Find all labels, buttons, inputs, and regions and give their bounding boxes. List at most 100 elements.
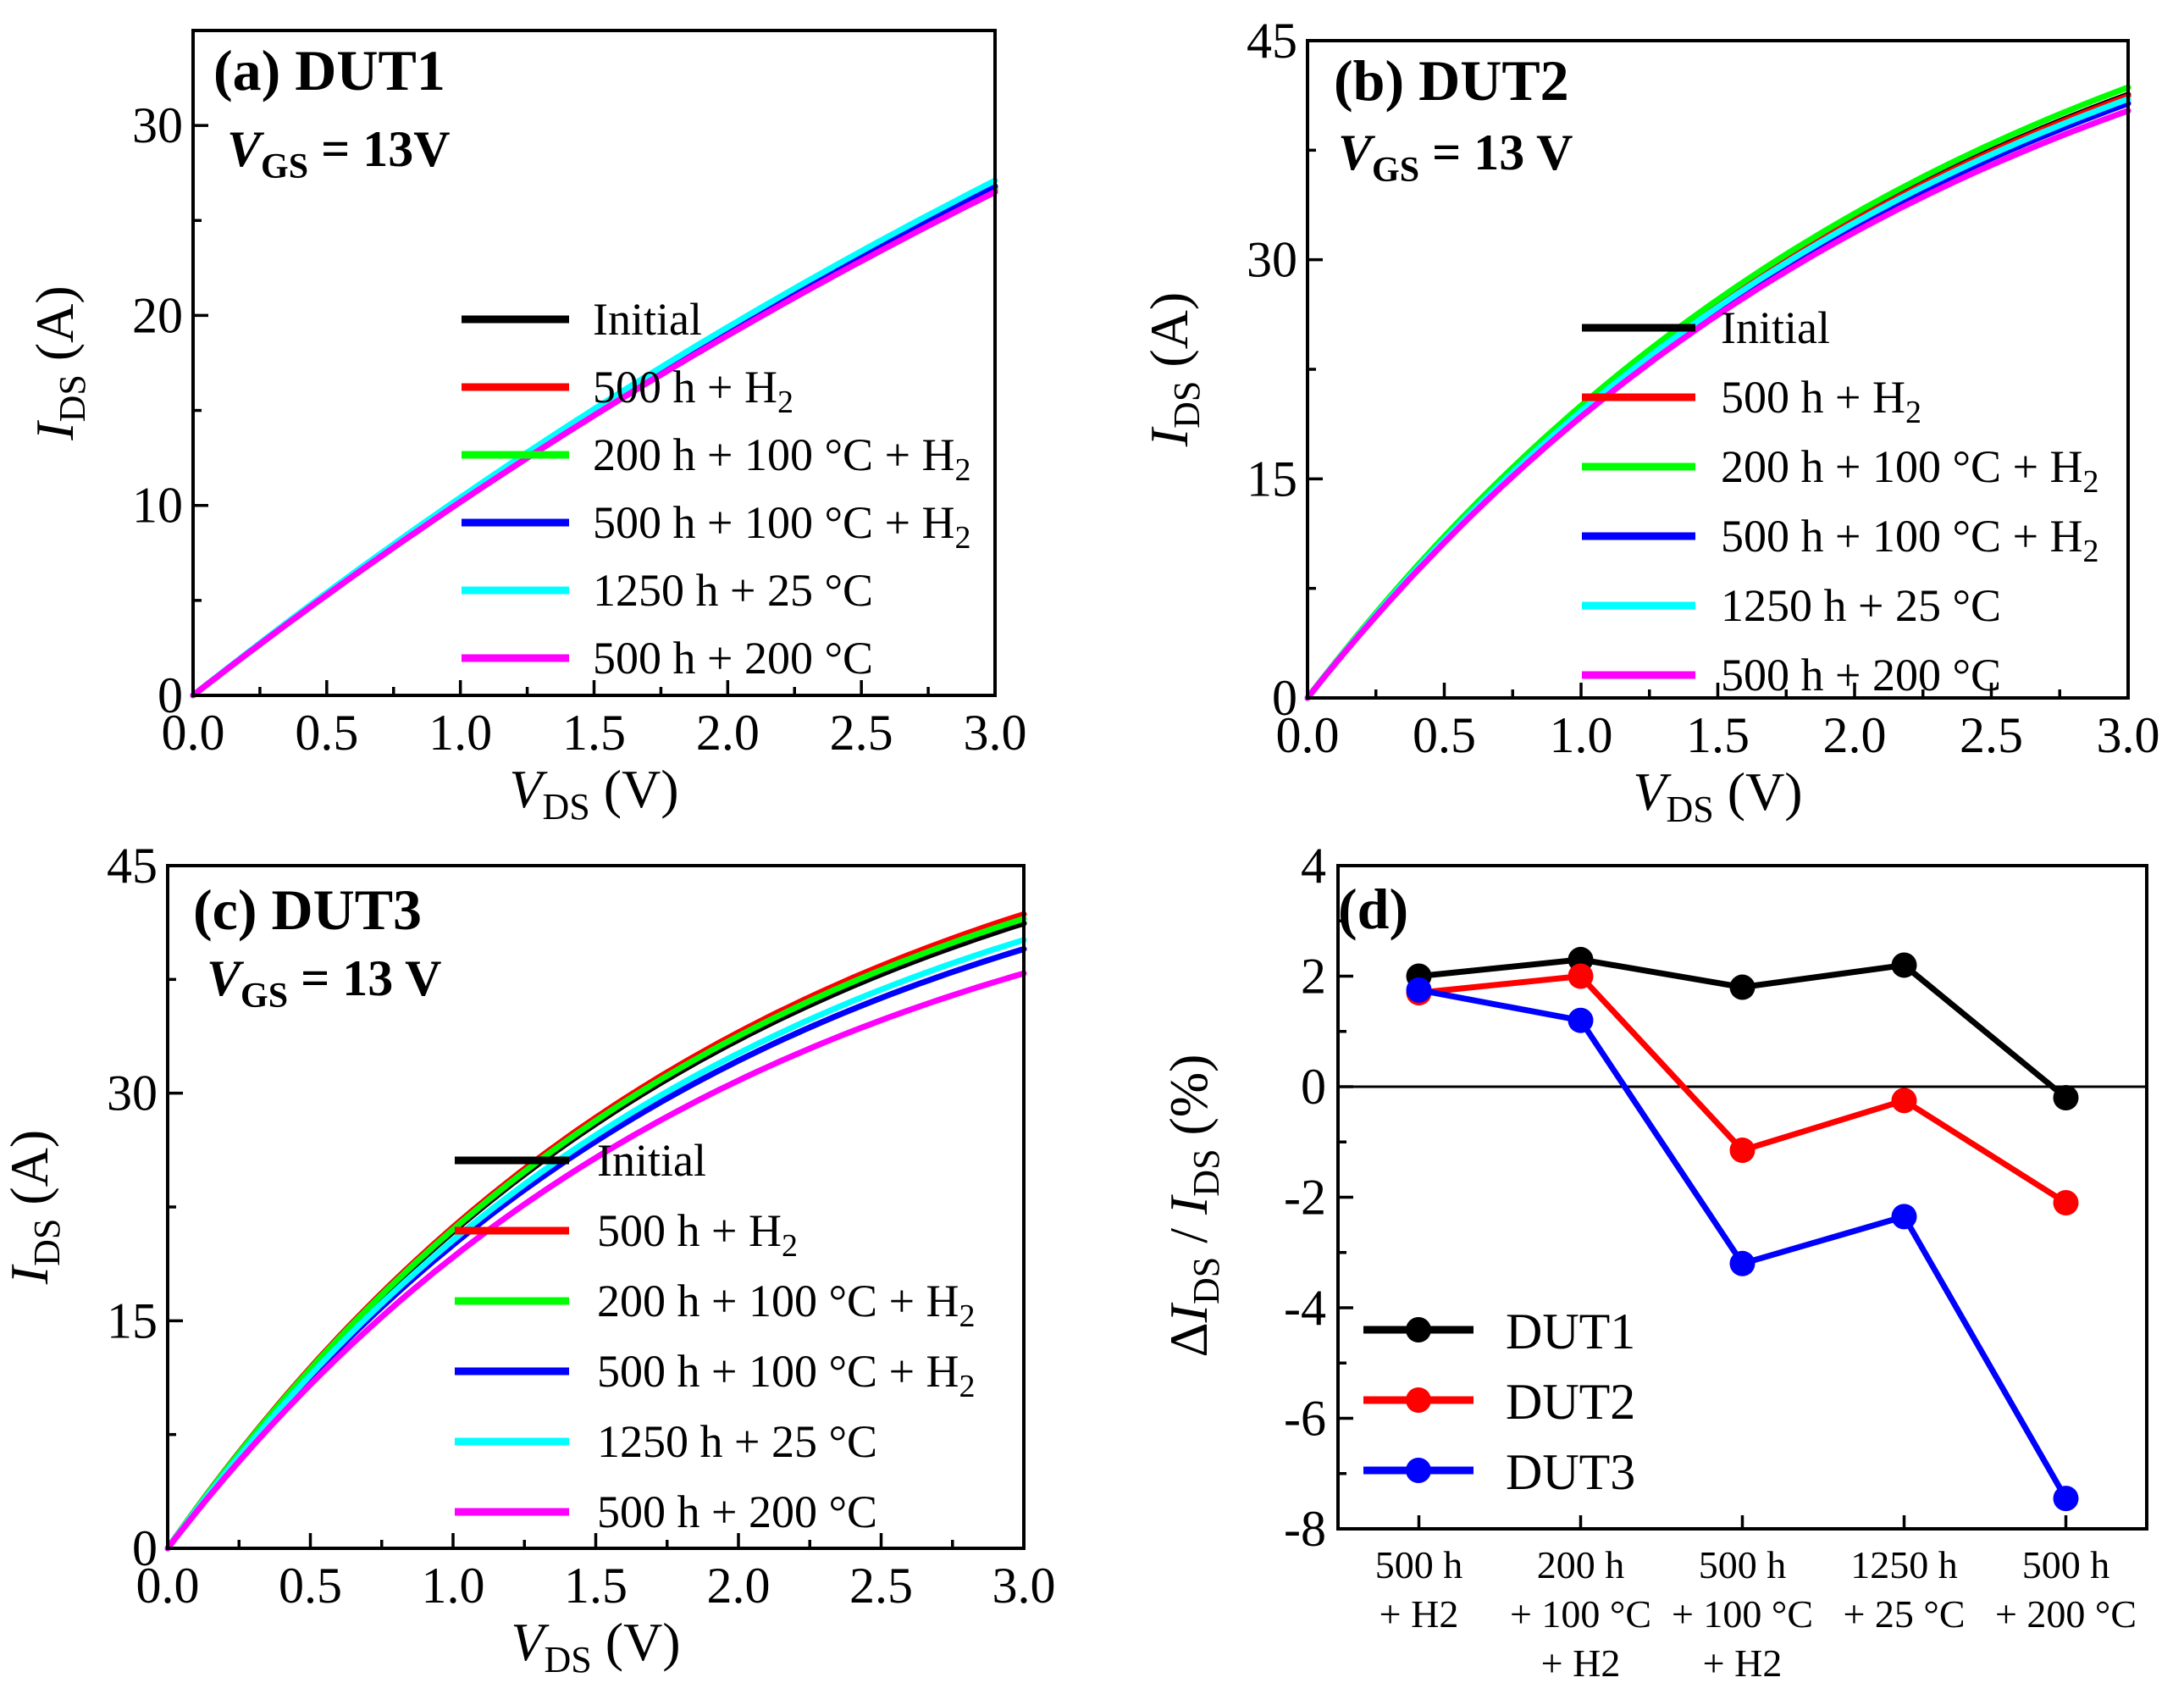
- panel-label: (a): [213, 38, 280, 102]
- condition-var: V: [227, 121, 265, 177]
- x-tick-label: 1.5: [564, 1558, 628, 1614]
- y-axis-sub: DS: [1186, 1257, 1227, 1304]
- y-tick-label: -2: [1284, 1170, 1326, 1226]
- x-tick-label: 2.0: [707, 1558, 771, 1614]
- x-tick-label: 0.0: [162, 705, 225, 761]
- panel-space: [257, 877, 271, 942]
- series-dut3: [1406, 977, 2079, 1512]
- x-tick-label: 3.0: [964, 705, 1027, 761]
- legend-text: 500 h + 100 °C + H: [1721, 511, 2083, 562]
- category-label: + 200 °C: [1995, 1592, 2137, 1636]
- y-tick-label: 0: [158, 667, 183, 723]
- category-label: + 25 °C: [1843, 1592, 1965, 1636]
- y-tick-label: 2: [1301, 949, 1326, 1005]
- data-point: [1729, 1250, 1755, 1276]
- legend-marker: [1406, 1387, 1431, 1413]
- legend-sub: 2: [2083, 464, 2099, 500]
- data-point: [1568, 963, 1594, 989]
- y-tick-label: 0: [1272, 670, 1297, 726]
- category-label: 500 h: [1375, 1543, 1463, 1586]
- legend: DUT1 DUT2 DUT3: [1363, 1304, 1635, 1500]
- x-tick-label: 0.0: [136, 1558, 200, 1614]
- y-axis-sub2: DS: [1186, 1149, 1227, 1196]
- x-axis-title: VDS (V): [1633, 761, 1802, 830]
- condition-sub: GS: [261, 147, 308, 186]
- category-label: + 100 °C: [1510, 1592, 1651, 1636]
- legend-text: 500 h + 100 °C + H: [593, 497, 955, 548]
- y-tick-label: 30: [132, 97, 183, 153]
- x-tick-label: 2.5: [849, 1558, 913, 1614]
- y-tick-label: -4: [1284, 1280, 1326, 1336]
- x-tick-label: 1.0: [422, 1558, 485, 1614]
- panel-title: (c) DUT3: [193, 877, 422, 942]
- legend-text: 200 h + 100 °C + H: [593, 429, 955, 480]
- legend-label: 500 h + H2: [1721, 372, 1921, 430]
- series-curve-4: [164, 946, 1027, 1552]
- x-tick-label: 2.5: [830, 705, 893, 761]
- legend-sub: 2: [959, 1298, 976, 1334]
- category-label: + H2: [1703, 1641, 1783, 1685]
- data-point: [1406, 977, 1432, 1003]
- panel-label: (c): [193, 877, 257, 942]
- legend-text: 500 h + H: [593, 362, 777, 412]
- x-tick-label: 2.0: [696, 705, 760, 761]
- series-curve-4: [1304, 100, 2131, 701]
- legend-label: 500 h + 200 °C: [593, 633, 873, 684]
- x-tick-label: 1.0: [429, 705, 492, 761]
- curves: [164, 911, 1027, 1552]
- category-label: + 100 °C: [1672, 1592, 1813, 1636]
- curves: [1304, 84, 2131, 701]
- legend-text: 500 h + H: [1721, 372, 1905, 423]
- gate-voltage-label: VGS = 13V: [227, 121, 451, 186]
- x-axis-unit: (V): [592, 1612, 681, 1672]
- series-curve-2: [164, 911, 1027, 1552]
- x-axis-sub: DS: [1667, 789, 1714, 830]
- legend-text: 200 h + 100 °C + H: [1721, 441, 2083, 492]
- condition-text: = 13 V: [1419, 125, 1573, 180]
- legend-marker: [1406, 1317, 1431, 1342]
- condition-sub: GS: [241, 977, 288, 1016]
- y-axis-unit: (A): [0, 1130, 59, 1219]
- panel-title: (a) DUT1: [213, 38, 445, 102]
- y-axis-prefix: Δ: [1158, 1322, 1219, 1357]
- x-tick-label: 1.5: [562, 705, 626, 761]
- series-curve-6: [190, 189, 998, 699]
- y-axis-sub: DS: [52, 374, 93, 422]
- legend-label: 200 h + 100 °C + H2: [1721, 441, 2099, 500]
- panel-d: -8 -6 -4 -2 0 2 4 500 h + H2 200 h + 100 °C + H2 500…: [1158, 838, 2148, 1685]
- panel-space: [280, 38, 295, 102]
- legend-sub: 2: [1905, 395, 1921, 430]
- legend-label: 1250 h + 25 °C: [593, 565, 873, 616]
- data-point: [1891, 1204, 1917, 1230]
- series-dut2: [1406, 963, 2079, 1216]
- legend-label: 1250 h + 25 °C: [597, 1416, 877, 1467]
- x-tick-label: 1.5: [1686, 707, 1750, 763]
- panel-name: DUT1: [295, 38, 445, 102]
- panel-label: (d): [1338, 877, 1408, 941]
- series-curve-6: [1304, 108, 2131, 701]
- legend-label: 500 h + 200 °C: [1721, 650, 2001, 700]
- curves: [190, 177, 998, 699]
- category-label: 500 h: [1699, 1543, 1787, 1586]
- x-axis-sub: DS: [545, 1639, 592, 1680]
- y-tick-label: 30: [107, 1066, 158, 1121]
- category-label: + H2: [1380, 1592, 1459, 1636]
- legend-marker: [1406, 1458, 1431, 1483]
- y-tick-label: -6: [1284, 1391, 1326, 1447]
- condition-var: V: [207, 950, 245, 1006]
- legend-text: 500 h + 200 °C: [1721, 650, 2001, 700]
- series-curve-5: [1304, 96, 2131, 701]
- legend-text: Initial: [597, 1135, 706, 1186]
- x-tick-label: 3.0: [2097, 707, 2160, 763]
- y-tick-label: -8: [1284, 1501, 1326, 1557]
- category-label: 500 h: [2022, 1543, 2110, 1586]
- data-point: [1568, 1007, 1594, 1033]
- legend-label: 500 h + 100 °C + H2: [593, 497, 971, 556]
- legend-text: 1250 h + 25 °C: [1721, 580, 2001, 631]
- x-axis-var: V: [511, 1612, 550, 1672]
- panel-title: (b) DUT2: [1334, 48, 1569, 113]
- series-curve-5: [164, 937, 1027, 1552]
